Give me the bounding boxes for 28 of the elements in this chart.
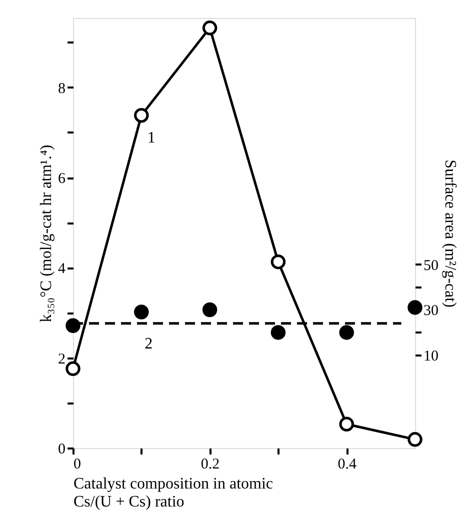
y2-axis-title: Surface area (m²/g-cat) [442, 160, 458, 308]
point [408, 432, 422, 447]
point [339, 325, 354, 340]
annotation: 2 [144, 335, 153, 352]
y2-tick-label: 30 [424, 303, 438, 320]
point [134, 304, 149, 320]
y-tick-label: 6 [58, 171, 66, 188]
point [202, 302, 218, 318]
y-tick-label: 2 [58, 351, 66, 368]
y2-tick-label: 50 [424, 258, 438, 274]
y2-tick-label: 10 [424, 348, 438, 365]
point [408, 300, 422, 315]
y-tick-label: 4 [58, 261, 66, 278]
x-axis-title: Catalyst composition in atomic Cs/(U + Cs) ratio [74, 476, 274, 510]
point [134, 108, 149, 123]
point [270, 325, 286, 340]
annotation: 1 [147, 129, 156, 146]
x-tick-label: 0 [74, 456, 81, 472]
y-tick-label: 8 [58, 80, 66, 97]
y-axis-title: k₃₅₀°C (mol/g-cat hr atm¹.⁴) [38, 144, 55, 322]
point [339, 416, 354, 432]
x-tick-label: 0.2 [200, 456, 220, 472]
y-tick-label: 0 [58, 442, 66, 458]
point [66, 318, 80, 333]
x-tick-label: 0.4 [338, 456, 357, 472]
point [270, 254, 286, 270]
point [66, 361, 80, 376]
point [202, 20, 218, 36]
